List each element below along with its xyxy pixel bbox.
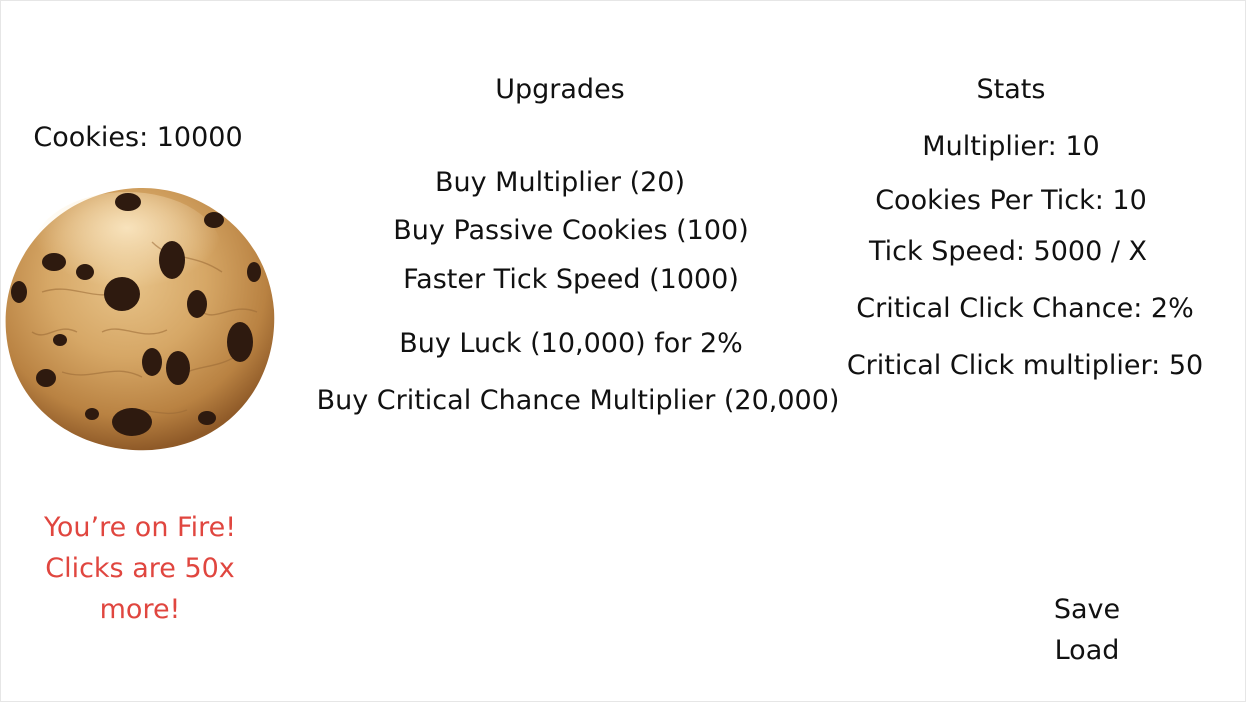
fire-message-line-1: You’re on Fire! <box>43 512 237 543</box>
fire-message-line-3: more! <box>99 594 181 625</box>
cookie-image[interactable] <box>2 182 276 452</box>
fire-message-line-2: Clicks are 50x <box>45 553 235 584</box>
stat-critical-click-chance: Critical Click Chance: 2% <box>856 293 1194 324</box>
cookie-count: Cookies: 10000 <box>33 122 243 153</box>
save-button[interactable]: Save <box>1053 594 1121 625</box>
buy-critical-chance-multiplier-button[interactable]: Buy Critical Chance Multiplier (20,000) <box>316 385 840 416</box>
buy-luck-button[interactable]: Buy Luck (10,000) for 2% <box>399 328 743 359</box>
stat-multiplier: Multiplier: 10 <box>922 131 1100 162</box>
stat-cookies-per-tick: Cookies Per Tick: 10 <box>875 185 1147 216</box>
stat-critical-click-multiplier: Critical Click multiplier: 50 <box>846 350 1204 381</box>
buy-passive-cookies-button[interactable]: Buy Passive Cookies (100) <box>393 215 749 246</box>
load-button[interactable]: Load <box>1054 635 1120 666</box>
faster-tick-speed-button[interactable]: Faster Tick Speed (1000) <box>403 264 739 295</box>
buy-multiplier-button[interactable]: Buy Multiplier (20) <box>434 167 686 198</box>
stat-tick-speed: Tick Speed: 5000 / X <box>868 236 1148 267</box>
stats-title: Stats <box>976 74 1046 105</box>
cookie-clicker-button[interactable] <box>2 182 276 452</box>
upgrades-title: Upgrades <box>495 74 625 105</box>
